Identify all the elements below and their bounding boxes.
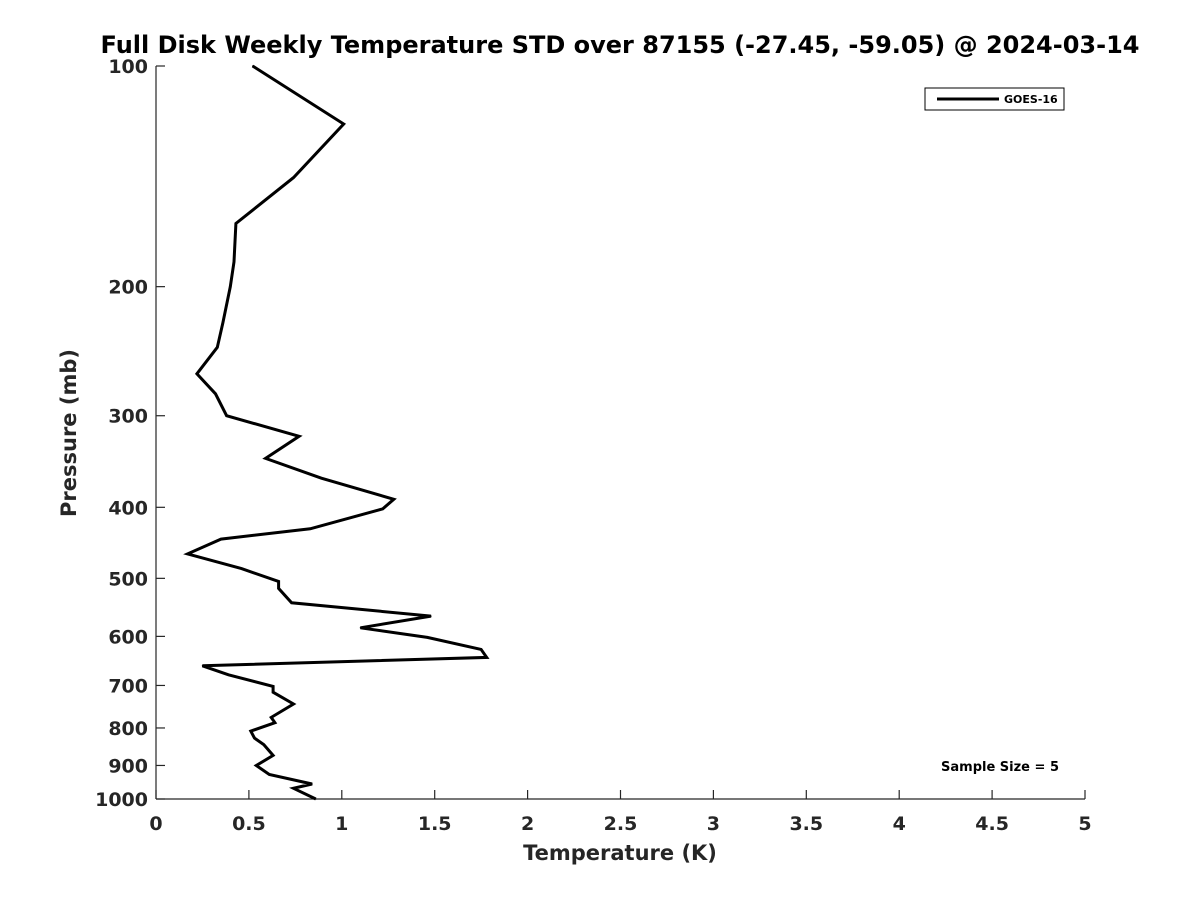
data-point bbox=[359, 627, 361, 629]
data-point bbox=[315, 798, 317, 800]
data-points bbox=[186, 65, 488, 800]
y-tick-label: 100 bbox=[108, 56, 148, 78]
x-axis-label: Temperature (K) bbox=[523, 841, 717, 865]
data-point bbox=[320, 477, 322, 479]
legend-entry-goes-16: GOES-16 bbox=[1004, 93, 1058, 106]
data-point bbox=[270, 716, 272, 719]
data-point bbox=[214, 393, 217, 395]
data-point bbox=[233, 261, 235, 263]
data-point bbox=[272, 691, 274, 693]
data-point bbox=[227, 674, 230, 676]
data-point bbox=[252, 65, 254, 67]
x-tick-label: 1.5 bbox=[418, 813, 452, 835]
data-point bbox=[292, 787, 295, 789]
data-point bbox=[274, 722, 276, 724]
y-tick-label: 600 bbox=[108, 626, 148, 648]
data-point bbox=[186, 553, 189, 555]
data-point bbox=[278, 580, 280, 583]
chart-title: Full Disk Weekly Temperature STD over 87… bbox=[101, 31, 1140, 59]
data-point bbox=[430, 615, 432, 617]
y-tick-label: 800 bbox=[108, 718, 148, 740]
y-tick-label: 300 bbox=[108, 406, 148, 428]
sample-size-annotation: Sample Size = 5 bbox=[941, 760, 1059, 775]
data-point bbox=[263, 744, 265, 746]
x-tick-label: 0 bbox=[149, 813, 162, 835]
data-point bbox=[311, 783, 313, 785]
data-point bbox=[278, 587, 280, 589]
legend: GOES-16 bbox=[924, 87, 1065, 111]
x-tick-label: 4.5 bbox=[975, 813, 1009, 835]
data-point bbox=[265, 457, 267, 459]
data-point bbox=[235, 222, 237, 225]
data-point bbox=[272, 685, 274, 687]
x-tick-label: 3 bbox=[707, 813, 720, 835]
data-point bbox=[196, 373, 198, 375]
data-point bbox=[480, 648, 482, 650]
series-line-goes-16 bbox=[183, 64, 490, 801]
data-point bbox=[292, 177, 295, 179]
y-tick-label: 1000 bbox=[95, 789, 148, 811]
x-tick-label: 2.5 bbox=[604, 813, 638, 835]
x-tick-label: 4 bbox=[893, 813, 906, 835]
data-point bbox=[240, 568, 243, 570]
data-point bbox=[298, 435, 300, 437]
data-point bbox=[382, 508, 384, 510]
data-point bbox=[268, 773, 270, 776]
data-point bbox=[255, 764, 257, 767]
x-tick-label: 5 bbox=[1078, 813, 1091, 835]
x-tick-label: 0.5 bbox=[232, 813, 266, 835]
data-point bbox=[250, 730, 252, 732]
y-tick-label: 700 bbox=[108, 675, 148, 697]
data-point bbox=[486, 656, 488, 659]
data-point bbox=[309, 528, 311, 530]
y-tick-label: 500 bbox=[108, 568, 148, 590]
data-point bbox=[343, 123, 345, 125]
x-tick-label: 3.5 bbox=[789, 813, 823, 835]
data-point bbox=[201, 665, 204, 667]
data-point bbox=[220, 538, 222, 540]
data-point bbox=[216, 346, 218, 348]
data-point bbox=[222, 322, 224, 324]
y-tick-label: 200 bbox=[108, 277, 148, 299]
data-point bbox=[426, 636, 428, 639]
data-point bbox=[292, 703, 295, 705]
data-point bbox=[393, 498, 395, 500]
data-point bbox=[253, 737, 256, 739]
data-point bbox=[291, 602, 293, 604]
x-tick-label: 1 bbox=[335, 813, 348, 835]
y-tick-label: 400 bbox=[108, 497, 148, 519]
y-axis-label: Pressure (mb) bbox=[57, 349, 81, 517]
x-tick-label: 2 bbox=[521, 813, 534, 835]
y-tick-label: 900 bbox=[108, 755, 148, 777]
axis-ticks: 0 0.5 1 1.5 2 2.5 3 3.5 4 4.5 5 100 200 300 400 500 600 7… bbox=[95, 56, 1092, 835]
data-point bbox=[272, 754, 274, 756]
data-point bbox=[226, 415, 228, 417]
data-point bbox=[229, 286, 231, 288]
